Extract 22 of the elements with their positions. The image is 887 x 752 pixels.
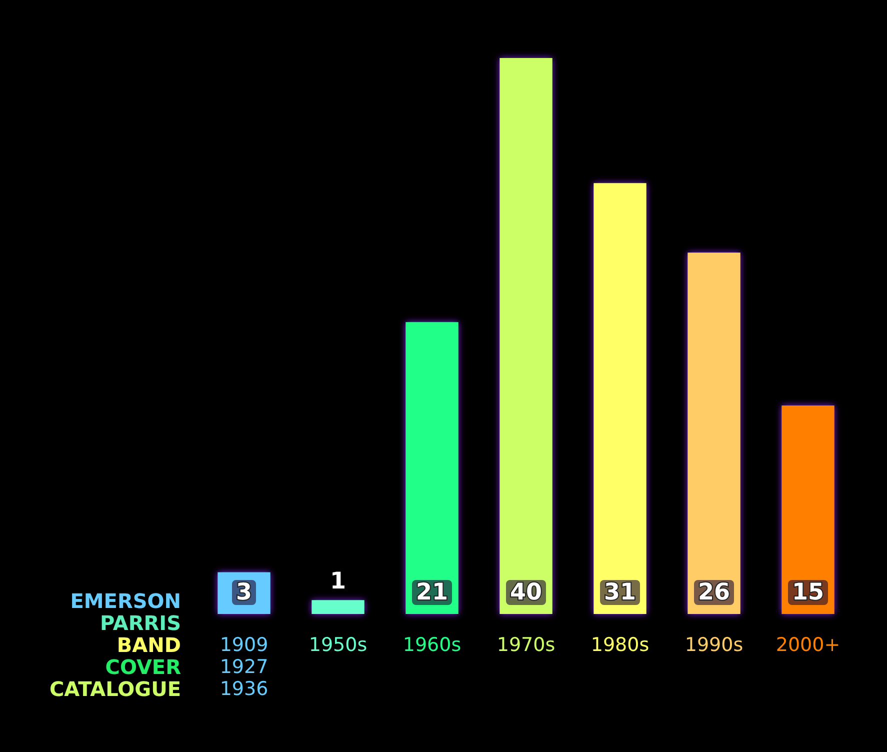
x-tick-label: 1990s xyxy=(684,634,744,656)
x-tick-label: 1970s xyxy=(496,634,556,656)
data-label: 21 xyxy=(416,580,448,606)
data-label: 1 xyxy=(330,568,346,595)
bar xyxy=(500,58,552,614)
x-tick-label: 1909 1927 1936 xyxy=(220,634,268,700)
bar xyxy=(312,600,364,614)
x-tick-label: 1980s xyxy=(590,634,650,656)
data-label: 15 xyxy=(792,580,824,606)
bar xyxy=(406,322,458,614)
bar xyxy=(782,406,834,614)
data-label: 31 xyxy=(604,580,636,606)
x-tick-label: 1950s xyxy=(308,634,368,656)
data-label: 26 xyxy=(698,580,730,606)
x-tick-label: 2000+ xyxy=(776,634,840,656)
data-label: 3 xyxy=(236,580,252,606)
bar xyxy=(688,252,740,614)
text: EMERSON PARRIS BAND COVER CATALOGUE xyxy=(49,589,181,701)
data-label: 40 xyxy=(510,580,542,606)
bar xyxy=(218,572,270,614)
bar xyxy=(594,183,646,614)
x-tick-label: 1960s xyxy=(402,634,462,656)
